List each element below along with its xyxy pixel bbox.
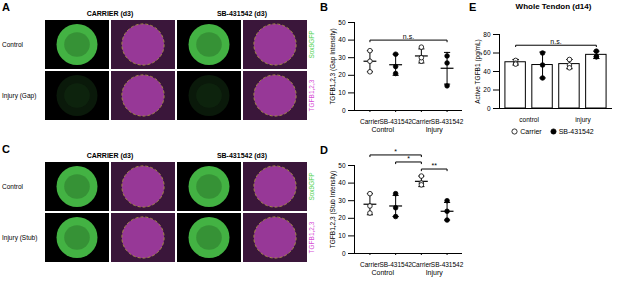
svg-text:SB-431542: SB-431542 bbox=[431, 118, 464, 125]
html-text:Whole Tendon (d14): Whole Tendon (d14) bbox=[515, 2, 592, 11]
svg-text:SB-431542: SB-431542 bbox=[379, 261, 412, 268]
svg-text:40: 40 bbox=[338, 36, 346, 43]
svg-text:30: 30 bbox=[338, 54, 346, 61]
html-text:B: B bbox=[320, 1, 328, 13]
svg-text:Sox9GFP: Sox9GFP bbox=[308, 30, 315, 58]
svg-text:A: A bbox=[2, 1, 10, 13]
html-text:D: D bbox=[320, 144, 328, 156]
svg-text:**: ** bbox=[431, 162, 437, 169]
html-text:SB-431542: SB-431542 bbox=[558, 128, 594, 135]
svg-text:Carrier: Carrier bbox=[411, 261, 432, 268]
svg-text:Control: Control bbox=[371, 269, 394, 276]
html-text:Carrier: Carrier bbox=[520, 128, 542, 135]
svg-text:60: 60 bbox=[483, 49, 491, 56]
svg-text:n.s.: n.s. bbox=[403, 33, 414, 40]
svg-text:Carrier: Carrier bbox=[360, 261, 381, 268]
svg-text:CARRIER (d3): CARRIER (d3) bbox=[87, 152, 134, 160]
svg-text:SB-431542 (d3): SB-431542 (d3) bbox=[217, 152, 267, 160]
svg-text:80: 80 bbox=[483, 31, 491, 38]
svg-text:Control: Control bbox=[371, 126, 394, 133]
svg-text:30: 30 bbox=[338, 197, 346, 204]
svg-text:SB-431542: SB-431542 bbox=[431, 261, 464, 268]
svg-text:Injury: Injury bbox=[426, 126, 444, 134]
svg-text:40: 40 bbox=[338, 179, 346, 186]
svg-text:TGFB1,2,3 (Gap Intensity): TGFB1,2,3 (Gap Intensity) bbox=[329, 28, 337, 104]
svg-text:Active TGFB1 (pg/mL): Active TGFB1 (pg/mL) bbox=[474, 39, 482, 104]
svg-text:TGFB1,2,3 (Stub Intensity): TGFB1,2,3 (Stub Intensity) bbox=[329, 171, 337, 248]
svg-text:Injury: Injury bbox=[426, 269, 444, 277]
svg-text:0: 0 bbox=[487, 105, 491, 112]
svg-text:0: 0 bbox=[342, 250, 346, 257]
svg-text:control: control bbox=[519, 116, 539, 123]
svg-text:TGFB1,2,3: TGFB1,2,3 bbox=[308, 79, 315, 111]
svg-text:SB-431542 (d3): SB-431542 (d3) bbox=[217, 10, 267, 18]
svg-text:50: 50 bbox=[338, 19, 346, 26]
svg-text:40: 40 bbox=[483, 68, 491, 75]
svg-text:Injury (Gap): Injury (Gap) bbox=[2, 92, 36, 100]
svg-text:0: 0 bbox=[342, 107, 346, 114]
svg-text:CARRIER (d3): CARRIER (d3) bbox=[87, 10, 134, 18]
svg-text:20: 20 bbox=[338, 71, 346, 78]
svg-text:20: 20 bbox=[338, 214, 346, 221]
svg-text:Carrier: Carrier bbox=[411, 118, 432, 125]
svg-text:Control: Control bbox=[2, 183, 24, 190]
svg-text:20: 20 bbox=[483, 86, 491, 93]
svg-text:*: * bbox=[407, 155, 410, 162]
svg-text:Injury (Stub): Injury (Stub) bbox=[2, 234, 37, 242]
svg-text:10: 10 bbox=[338, 232, 346, 239]
svg-text:SB-431542: SB-431542 bbox=[379, 118, 412, 125]
svg-text:Sox9GFP: Sox9GFP bbox=[308, 172, 315, 200]
svg-text:*: * bbox=[394, 148, 397, 155]
svg-text:Carrier: Carrier bbox=[360, 118, 381, 125]
svg-text:TGFB1,2,3: TGFB1,2,3 bbox=[308, 221, 315, 253]
svg-text:injury: injury bbox=[575, 116, 591, 124]
html-text:E: E bbox=[469, 1, 477, 13]
svg-text:10: 10 bbox=[338, 89, 346, 96]
svg-text:C: C bbox=[2, 143, 10, 155]
svg-text:Control: Control bbox=[2, 41, 24, 48]
svg-text:50: 50 bbox=[338, 162, 346, 169]
svg-text:n.s.: n.s. bbox=[550, 38, 561, 45]
